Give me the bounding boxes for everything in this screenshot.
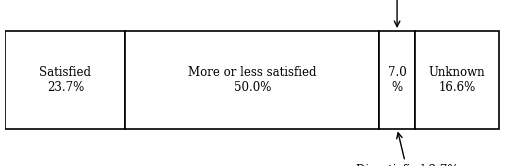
Text: Dissatisfied 2.7%: Dissatisfied 2.7% bbox=[356, 133, 458, 166]
Text: 7.0
%: 7.0 % bbox=[387, 66, 407, 94]
Text: More or less satisfied
50.0%: More or less satisfied 50.0% bbox=[188, 66, 316, 94]
Text: Abandonment without
satisfaction: Abandonment without satisfaction bbox=[331, 0, 463, 27]
Bar bbox=[415, 31, 499, 128]
Text: Unknown
16.6%: Unknown 16.6% bbox=[429, 66, 485, 94]
Bar bbox=[125, 31, 379, 128]
Bar bbox=[379, 31, 415, 128]
Bar bbox=[5, 31, 125, 128]
Text: Satisfied
23.7%: Satisfied 23.7% bbox=[39, 66, 91, 94]
